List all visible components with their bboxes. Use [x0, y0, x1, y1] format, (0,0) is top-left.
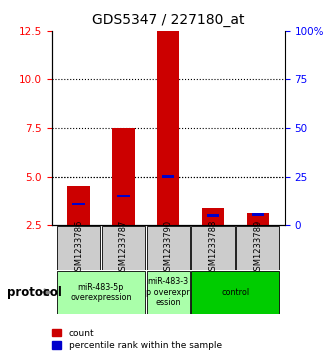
- Bar: [162, 175, 174, 178]
- Text: GSM1233789: GSM1233789: [253, 220, 262, 276]
- Legend: count, percentile rank within the sample: count, percentile rank within the sample: [53, 329, 222, 350]
- Text: GSM1233786: GSM1233786: [74, 220, 83, 276]
- Bar: [67, 186, 90, 225]
- Bar: [112, 128, 135, 225]
- Bar: [252, 213, 264, 216]
- Bar: [57, 271, 145, 314]
- Text: GSM1233788: GSM1233788: [208, 220, 217, 276]
- Text: control: control: [221, 288, 249, 297]
- Text: GSM1233787: GSM1233787: [119, 220, 128, 276]
- Bar: [207, 214, 219, 216]
- Bar: [57, 225, 100, 270]
- Bar: [147, 271, 190, 314]
- Bar: [191, 225, 234, 270]
- Title: GDS5347 / 227180_at: GDS5347 / 227180_at: [92, 13, 244, 27]
- Bar: [236, 225, 279, 270]
- Text: protocol: protocol: [7, 286, 62, 299]
- Bar: [157, 31, 179, 225]
- Text: miR-483-3
p overexpr
ession: miR-483-3 p overexpr ession: [146, 277, 190, 307]
- Bar: [247, 213, 269, 225]
- Bar: [147, 225, 190, 270]
- Bar: [202, 208, 224, 225]
- Text: miR-483-5p
overexpression: miR-483-5p overexpression: [70, 282, 132, 302]
- Text: GSM1233790: GSM1233790: [164, 220, 173, 276]
- Bar: [102, 225, 145, 270]
- Bar: [117, 195, 130, 197]
- Bar: [72, 203, 85, 205]
- Bar: [191, 271, 279, 314]
